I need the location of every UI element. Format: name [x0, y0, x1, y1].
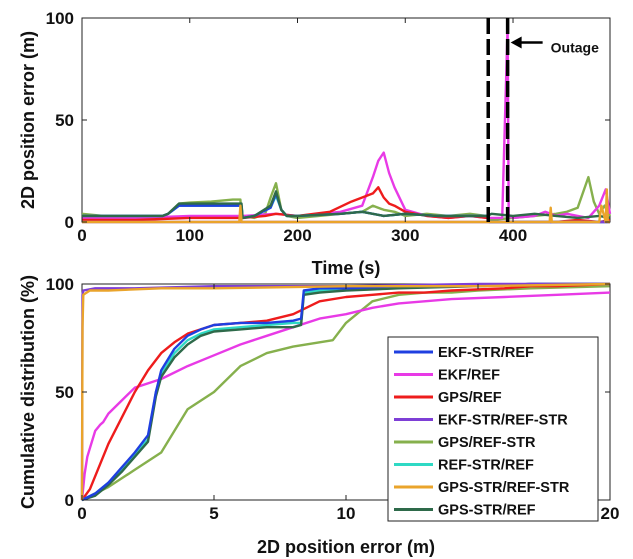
bottom-panel: 05101520050100 2D position error (m) Cum… — [18, 275, 619, 557]
legend-label-ref-str-ref: REF-STR/REF — [438, 458, 534, 474]
legend-label-ekf-str-ref: EKF-STR/REF — [438, 345, 534, 361]
legend-label-gps-str-ref: GPS-STR/REF — [438, 503, 536, 519]
legend-label-ekf-ref: EKF/REF — [438, 368, 500, 384]
top-y-tick-label: 0 — [65, 213, 74, 232]
legend-label-ekf-str-ref-str: EKF-STR/REF-STR — [438, 413, 568, 429]
bottom-x-tick-label: 10 — [337, 504, 356, 523]
top-axes-frame — [82, 18, 610, 222]
legend-label-gps-str-ref-str: GPS-STR/REF-STR — [438, 480, 570, 496]
outage-label: Outage — [551, 39, 599, 55]
legend-label-gps-ref: GPS/REF — [438, 390, 502, 406]
top-y-axis-label: 2D position error (m) — [18, 31, 38, 209]
legend-label-gps-ref-str: GPS/REF-STR — [438, 435, 536, 451]
bottom-y-tick-label: 100 — [46, 275, 74, 294]
top-x-axis-label: Time (s) — [312, 258, 381, 278]
bottom-x-tick-label: 5 — [209, 504, 218, 523]
bottom-y-tick-label: 50 — [55, 383, 74, 402]
bottom-y-tick-label: 0 — [65, 491, 74, 510]
top-y-tick-label: 50 — [55, 111, 74, 130]
top-x-tick-label: 100 — [176, 226, 204, 245]
bottom-x-tick-label: 20 — [601, 504, 620, 523]
bottom-x-axis-label: 2D position error (m) — [257, 537, 435, 557]
top-panel: 0 100 200 300 400 0 50 100 Outage Time (s) 2D p… — [18, 9, 610, 278]
top-x-tick-label: 400 — [499, 226, 527, 245]
legend: EKF-STR/REF EKF/REF GPS/REF EKF-STR/REF-STR… — [388, 337, 598, 521]
top-x-tick-label: 300 — [391, 226, 419, 245]
top-x-tick-label: 0 — [77, 226, 86, 245]
bottom-y-axis-label: Cumulative distribution (%) — [18, 275, 38, 509]
top-y-tick-label: 100 — [46, 9, 74, 28]
top-x-tick-label: 200 — [283, 226, 311, 245]
bottom-x-tick-label: 0 — [77, 504, 86, 523]
